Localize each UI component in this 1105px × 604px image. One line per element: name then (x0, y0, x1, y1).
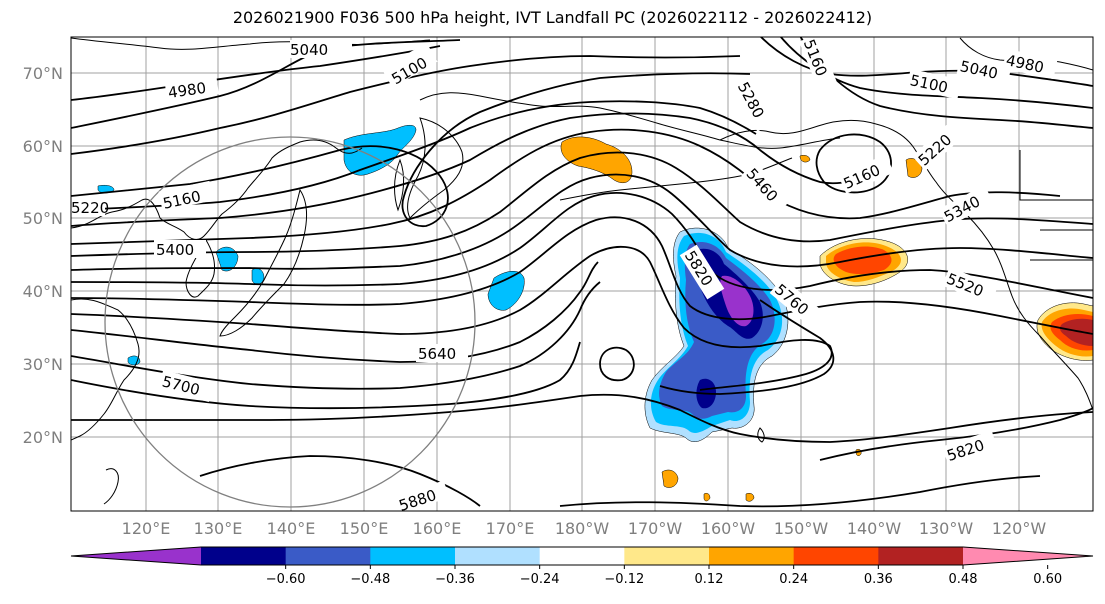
contour-5580 (71, 216, 1093, 335)
lon-label: 120°E (122, 519, 171, 538)
colorbar-segment (878, 547, 964, 565)
colorbar-tick-label: −0.24 (520, 572, 560, 587)
coast-korea (185, 239, 215, 298)
contour-5160 (71, 72, 751, 227)
lon-label: 170°E (486, 519, 535, 538)
ivt-anomaly-red-gulf (833, 246, 892, 275)
colorbar-tick-label: −0.36 (435, 572, 475, 587)
colorbar-tick-label: −0.12 (604, 572, 644, 587)
ivt-anomaly-orange-hawaii (661, 469, 679, 488)
contour-5340 (71, 128, 1061, 245)
ivt-anomaly-cyan-okhotsk (343, 125, 417, 176)
lon-label: 140°E (267, 519, 316, 538)
lat-label: 50°N (23, 209, 63, 228)
contour-5400 (71, 151, 1093, 257)
contour-label: 5040 (290, 41, 328, 59)
contour-5280 (71, 112, 881, 227)
lat-label: 20°N (23, 428, 63, 447)
contour-5460 (71, 173, 1093, 271)
lon-label: 120°W (992, 519, 1047, 538)
ivt-anomaly-brick-california (1059, 318, 1093, 346)
coast-sakhalin (394, 158, 405, 212)
ivt-anomaly-orange-small-3 (799, 154, 811, 163)
lon-label: 160°E (413, 519, 462, 538)
colorbar-segment (624, 547, 710, 565)
ivt-anomaly-cyan-bohai (97, 184, 115, 194)
coast-kamchatka (407, 117, 464, 219)
colorbar-tick-label: 0.12 (695, 572, 724, 587)
contour-label: 5220 (71, 199, 109, 217)
lon-label: 140°W (847, 519, 902, 538)
coast-siberia-north (419, 92, 841, 149)
ivt-anomaly-orange-small-1 (745, 492, 755, 502)
lat-label: 70°N (23, 64, 63, 83)
map-title: 2026021900 F036 500 hPa height, IVT Land… (232, 8, 873, 27)
colorbar-tick-label: 0.36 (864, 572, 893, 587)
colorbar-extend-max (963, 547, 1093, 565)
lon-label: 180°W (555, 519, 610, 538)
colorbar-tick-label: −0.60 (266, 572, 306, 587)
colorbar-tick-label: 0.60 (1033, 572, 1062, 587)
lon-label: 130°E (194, 519, 243, 538)
coast-alaska (719, 119, 1093, 411)
colorbar-tick-label: 0.24 (779, 572, 808, 587)
coast-philippines (103, 468, 119, 505)
ivt-anomaly-orange-bering (560, 136, 633, 183)
lon-label: 160°W (701, 519, 756, 538)
colorbar-segment (455, 547, 541, 565)
lon-label: 150°E (340, 519, 389, 538)
contour-high-small (599, 346, 635, 382)
height-contours (71, 37, 1093, 508)
coast-hawaii (757, 427, 765, 443)
contour-label: 5400 (156, 241, 194, 259)
contour-5220 (71, 100, 757, 211)
colorbar-segment (539, 547, 625, 565)
coast-canada-border (1019, 150, 1093, 201)
colorbar-segment (201, 547, 287, 565)
distance-ring (104, 136, 476, 508)
colorbar-outline (70, 546, 1094, 566)
ivt-anomaly-purple (720, 275, 754, 327)
ivt-anomaly-orange-alaska (905, 158, 923, 178)
contour-5760 (71, 281, 835, 395)
contour-5160-alaska-low (815, 133, 892, 194)
coast-us-states (1030, 229, 1093, 291)
contour-label: 5640 (418, 345, 456, 363)
contour-labels: 5040 5100 4980 5160 5220 5400 5700 5640 … (71, 37, 1058, 511)
colorbar-segment (285, 547, 371, 565)
ivt-anomaly-orange-small-2 (703, 492, 711, 502)
map-border (70, 36, 1094, 512)
contour-5520 (71, 192, 1093, 299)
lon-label: 170°W (628, 519, 683, 538)
colorbar-extend-min (71, 547, 201, 565)
contour-label: 4980 (167, 79, 207, 102)
longitude-labels: 120°E 130°E 140°E 150°E 160°E 170°E 180°… (122, 519, 1047, 538)
contour-5700 (71, 261, 599, 363)
colorbar-segment (793, 547, 879, 565)
ivt-anomaly-cyan-nw-pacific (487, 271, 525, 311)
colorbar-segment (370, 547, 456, 565)
colorbar-tick-label: −0.48 (350, 572, 390, 587)
colorbar-tick-label: 0.48 (949, 572, 978, 587)
colorbar-segment (709, 547, 795, 565)
lat-label: 60°N (23, 137, 63, 156)
latitude-labels: 70°N 60°N 50°N 40°N 30°N 20°N (23, 64, 63, 447)
lon-label: 150°W (774, 519, 829, 538)
lat-label: 40°N (23, 282, 63, 301)
contour-5880 (199, 455, 1041, 508)
lat-label: 30°N (23, 355, 63, 374)
lon-label: 130°W (919, 519, 974, 538)
contour-5820-south (71, 393, 1093, 443)
colorbar: −0.60 −0.48 −0.36 −0.24 −0.12 0.12 0.24 0.36 0.4… (70, 546, 1094, 587)
contour-4980 (71, 45, 441, 101)
contour-5040 (71, 39, 461, 129)
